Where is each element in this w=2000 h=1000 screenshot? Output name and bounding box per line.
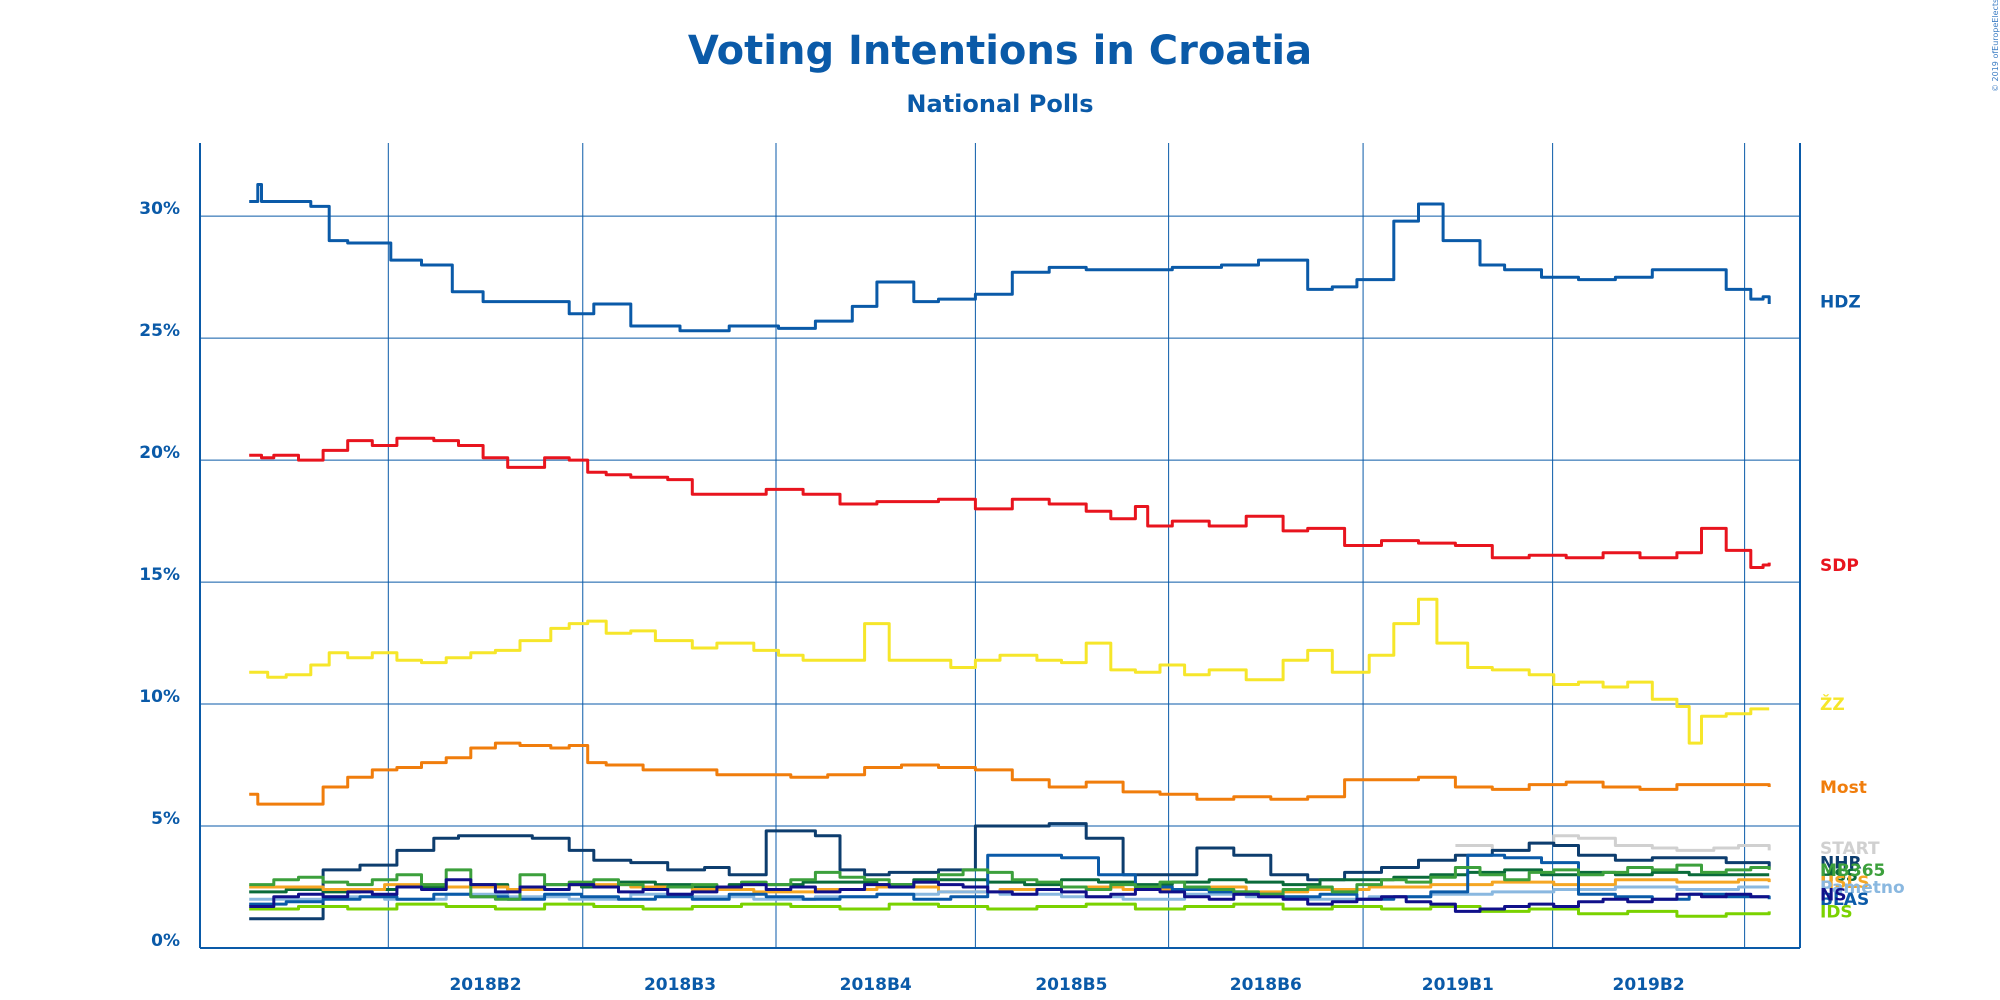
y-tick-label: 25% [139, 321, 180, 341]
x-tick-label: 2018B5 [1035, 975, 1107, 995]
y-tick-label: 5% [151, 809, 180, 829]
series-label-most: Most [1820, 778, 1867, 798]
series-line-hdz [249, 183, 1771, 333]
x-tick-label: 2019B2 [1613, 975, 1685, 995]
series-label-hdz: HDZ [1820, 293, 1861, 313]
series-line-žz [249, 597, 1770, 745]
series-label-ns: NS [1820, 885, 1846, 905]
series-line-mb365 [249, 863, 1771, 901]
series-line-ids [249, 902, 1771, 918]
axes [199, 143, 1801, 949]
x-tick-label: 2018B4 [840, 975, 912, 995]
series-line-start [1455, 834, 1771, 852]
x-tick-label: 2018B3 [644, 975, 716, 995]
y-tick-label: 0% [151, 931, 180, 951]
x-tick-label: 2019B1 [1422, 975, 1494, 995]
series-label-blas: BLAS [1820, 890, 1869, 910]
series-label-mb365: MB365 [1820, 861, 1885, 881]
series-line-sdp [249, 436, 1771, 569]
copyright-text: © 2019 ofEuropeElects [1991, 0, 2000, 92]
y-tick-label: 15% [139, 565, 180, 585]
y-tick-label: 30% [139, 199, 180, 219]
chart-subtitle: National Polls [906, 90, 1093, 118]
series-label-ids: IDS [1820, 902, 1853, 922]
series-line-nhr [249, 822, 1771, 921]
series-label-nhr: NHR [1820, 854, 1862, 874]
y-tick-label: 20% [139, 443, 180, 463]
series-label-hsls: HSLS [1820, 873, 1870, 893]
series-label-hss: HSS [1820, 866, 1858, 886]
series-line-most [249, 741, 1771, 806]
series-label-žz: ŽZ [1820, 693, 1845, 715]
series-label-pametno: Pametno [1820, 878, 1905, 898]
x-tick-label: 2018B6 [1230, 975, 1302, 995]
x-tick-label: 2018B2 [449, 975, 521, 995]
series-line-ns [249, 878, 1770, 913]
series-label-sdp: SDP [1820, 556, 1859, 576]
y-tick-label: 10% [139, 687, 180, 707]
chart-title: Voting Intentions in Croatia [688, 28, 1312, 74]
series-lines [249, 183, 1771, 921]
axis-ticks: 0% 5% 10% 15% 20% 25% 30% 2018B2 2018B3 2018B4 201… [139, 199, 1684, 995]
series-label-start: START [1820, 839, 1880, 859]
